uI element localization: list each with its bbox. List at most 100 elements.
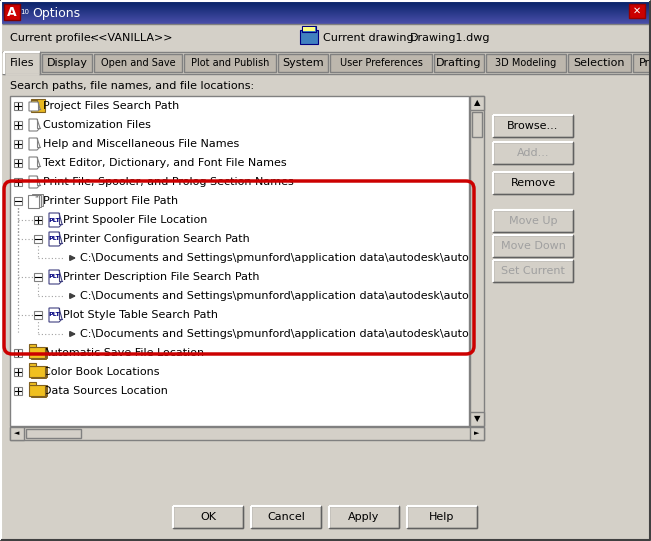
Polygon shape <box>29 157 40 169</box>
Text: Add...: Add... <box>517 148 549 158</box>
Bar <box>34 273 42 281</box>
Text: Open and Save: Open and Save <box>101 58 175 68</box>
Bar <box>493 115 573 137</box>
Bar <box>31 385 46 397</box>
Text: Color Book Locations: Color Book Locations <box>43 367 159 377</box>
Text: System: System <box>282 58 324 68</box>
Bar <box>42 54 92 72</box>
Polygon shape <box>49 232 62 246</box>
Polygon shape <box>29 102 40 111</box>
Bar <box>251 506 321 528</box>
Bar <box>2 16 649 17</box>
Bar <box>2 74 649 513</box>
Bar <box>14 387 22 395</box>
Bar <box>302 26 316 32</box>
Bar <box>486 54 566 72</box>
Text: 3D Modeling: 3D Modeling <box>495 58 557 68</box>
Text: Help: Help <box>429 512 454 522</box>
Bar <box>29 347 45 358</box>
Polygon shape <box>49 308 62 322</box>
Bar <box>303 27 315 31</box>
Text: Selection: Selection <box>574 58 625 68</box>
Text: C:\Documents and Settings\pmunford\application data\autodesk\auto: C:\Documents and Settings\pmunford\appli… <box>80 291 469 301</box>
Bar <box>2 15 649 16</box>
Bar <box>14 197 22 205</box>
Bar <box>470 412 484 426</box>
Text: C:\Documents and Settings\pmunford\application data\autodesk\auto: C:\Documents and Settings\pmunford\appli… <box>80 253 469 263</box>
Bar <box>2 4 649 5</box>
Bar <box>329 506 399 528</box>
Bar <box>493 142 573 164</box>
Bar <box>173 506 243 528</box>
Text: Help and Miscellaneous File Names: Help and Miscellaneous File Names <box>43 139 240 149</box>
Bar <box>2 14 649 15</box>
Text: Customization Files: Customization Files <box>43 120 151 130</box>
Bar <box>2 9 649 10</box>
Bar <box>184 54 276 72</box>
Polygon shape <box>49 270 62 284</box>
Bar <box>470 96 484 426</box>
Bar <box>2 10 649 11</box>
Bar <box>2 24 649 52</box>
Bar <box>34 216 42 224</box>
Bar <box>434 54 484 72</box>
Bar <box>493 210 573 232</box>
Text: ✕: ✕ <box>633 6 641 16</box>
Bar <box>33 366 47 377</box>
Bar <box>14 178 22 186</box>
Text: Plot and Publish: Plot and Publish <box>191 58 269 68</box>
Bar <box>300 30 318 44</box>
Bar <box>31 100 37 103</box>
Bar <box>34 235 42 243</box>
Text: Display: Display <box>46 58 87 68</box>
Text: Apply: Apply <box>348 512 380 522</box>
Bar <box>33 347 47 358</box>
Polygon shape <box>29 138 40 150</box>
Bar <box>29 363 36 366</box>
Bar <box>10 427 484 440</box>
Bar <box>2 7 649 8</box>
Bar <box>470 96 484 110</box>
Text: User Preferences: User Preferences <box>340 58 422 68</box>
Bar <box>31 347 46 359</box>
Bar <box>2 2 649 3</box>
Bar <box>14 102 22 110</box>
Text: Move Up: Move Up <box>508 216 557 226</box>
Text: Automatic Save File Location: Automatic Save File Location <box>43 348 204 358</box>
Text: Search paths, file names, and file locations:: Search paths, file names, and file locat… <box>10 81 254 91</box>
Text: Drawing1.dwg: Drawing1.dwg <box>410 33 490 43</box>
Bar <box>2 13 649 14</box>
Bar <box>28 195 39 208</box>
Bar <box>29 385 45 396</box>
Text: A: A <box>7 5 17 18</box>
Bar <box>14 159 22 167</box>
Text: ►: ► <box>475 430 480 436</box>
Text: PLT: PLT <box>48 313 60 318</box>
Bar <box>29 344 36 347</box>
Text: 10: 10 <box>20 9 29 15</box>
Text: <<VANILLA>>: <<VANILLA>> <box>90 33 174 43</box>
Text: Profiles: Profiles <box>639 58 651 68</box>
Bar <box>472 112 482 137</box>
Bar <box>31 99 45 112</box>
Bar <box>32 194 43 206</box>
Bar <box>2 8 649 9</box>
Text: C:\Documents and Settings\pmunford\application data\autodesk\auto: C:\Documents and Settings\pmunford\appli… <box>80 329 469 339</box>
Polygon shape <box>29 176 40 188</box>
Text: Printer Support File Path: Printer Support File Path <box>43 196 178 206</box>
Bar <box>14 121 22 129</box>
Text: Project Files Search Path: Project Files Search Path <box>43 101 179 111</box>
Bar <box>2 18 649 19</box>
Bar <box>2 20 649 21</box>
Text: OK: OK <box>200 512 216 522</box>
Bar <box>493 260 573 282</box>
Text: Remove: Remove <box>510 178 555 188</box>
Bar <box>568 54 631 72</box>
Text: Set Current: Set Current <box>501 266 565 276</box>
Text: Options: Options <box>32 6 80 19</box>
Bar <box>2 3 649 4</box>
Bar <box>407 506 477 528</box>
Bar <box>34 311 42 319</box>
Text: ▲: ▲ <box>474 98 480 108</box>
Bar <box>2 19 649 20</box>
